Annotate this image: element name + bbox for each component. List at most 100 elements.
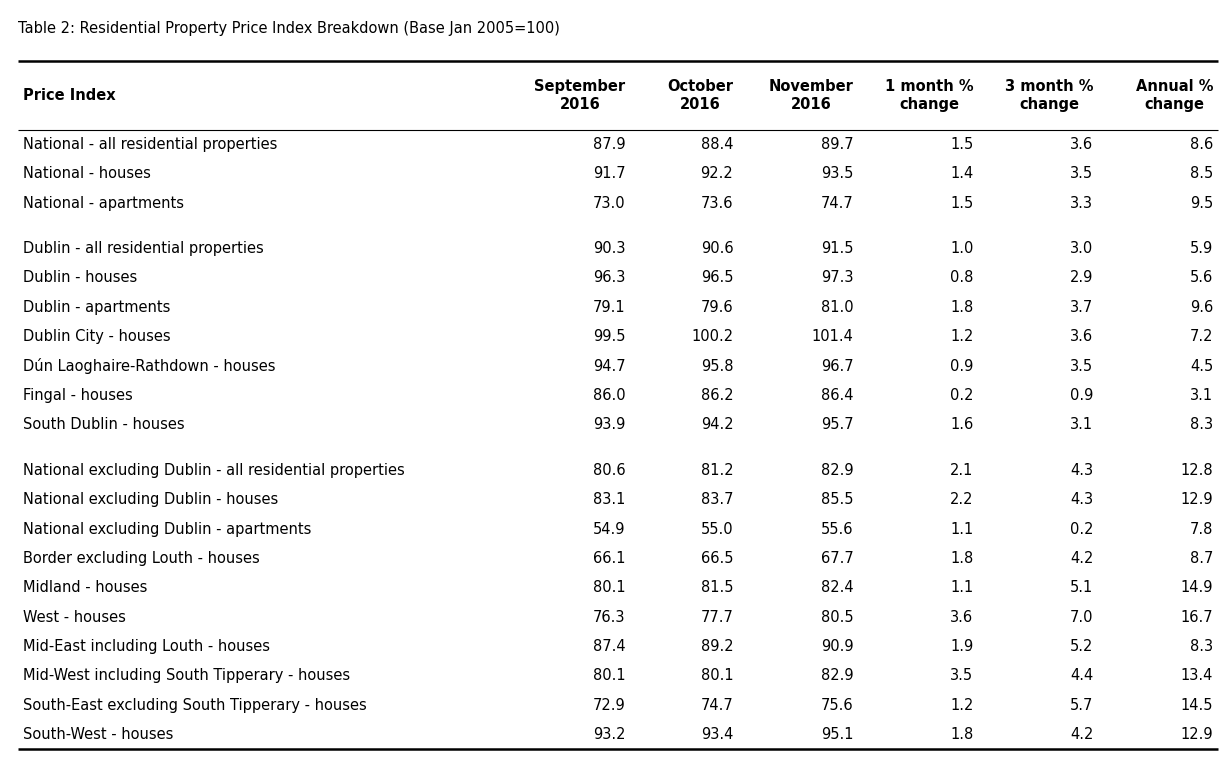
Text: 0.8: 0.8 [950,271,974,285]
Text: 80.5: 80.5 [820,610,853,625]
Text: Dublin City - houses: Dublin City - houses [23,329,171,344]
Text: 89.2: 89.2 [701,639,733,654]
Text: 0.9: 0.9 [1070,388,1093,403]
Text: Border excluding Louth - houses: Border excluding Louth - houses [23,551,260,566]
Text: 101.4: 101.4 [812,329,853,344]
Text: 91.7: 91.7 [593,166,625,182]
Text: 1.0: 1.0 [950,241,974,256]
Text: 79.6: 79.6 [701,300,733,315]
Text: National - houses: National - houses [23,166,151,182]
Text: 2.2: 2.2 [949,492,974,507]
Text: 3.5: 3.5 [1070,359,1093,374]
Text: 96.5: 96.5 [701,271,733,285]
Text: 5.2: 5.2 [1070,639,1093,654]
Text: 1.8: 1.8 [950,551,974,566]
Text: Dublin - houses: Dublin - houses [23,271,138,285]
Text: 86.4: 86.4 [820,388,853,403]
Text: 93.9: 93.9 [593,417,625,433]
Text: National excluding Dublin - all residential properties: National excluding Dublin - all resident… [23,463,405,478]
Text: 3.1: 3.1 [1190,388,1213,403]
Text: 97.3: 97.3 [820,271,853,285]
Text: 7.8: 7.8 [1190,522,1213,536]
Text: 76.3: 76.3 [593,610,625,625]
Text: 90.6: 90.6 [701,241,733,256]
Text: 66.1: 66.1 [593,551,625,566]
Text: Dublin - all residential properties: Dublin - all residential properties [23,241,264,256]
Text: 86.2: 86.2 [701,388,733,403]
Text: 14.5: 14.5 [1181,697,1213,713]
Text: 12.9: 12.9 [1180,492,1213,507]
Text: 5.6: 5.6 [1190,271,1213,285]
Text: 92.2: 92.2 [701,166,733,182]
Text: 81.2: 81.2 [701,463,733,478]
Text: 55.0: 55.0 [701,522,733,536]
Text: 74.7: 74.7 [701,697,733,713]
Text: 12.9: 12.9 [1180,727,1213,742]
Text: 4.2: 4.2 [1070,727,1093,742]
Text: 0.2: 0.2 [1070,522,1093,536]
Text: 8.5: 8.5 [1190,166,1213,182]
Text: 74.7: 74.7 [820,195,853,211]
Text: 82.9: 82.9 [820,668,853,684]
Text: West - houses: West - houses [23,610,126,625]
Text: 95.1: 95.1 [820,727,853,742]
Text: 3.6: 3.6 [1070,137,1093,152]
Text: 8.3: 8.3 [1190,639,1213,654]
Text: 80.1: 80.1 [593,581,625,595]
Text: 1.6: 1.6 [950,417,974,433]
Text: 5.9: 5.9 [1190,241,1213,256]
Text: 96.7: 96.7 [820,359,853,374]
Text: National excluding Dublin - houses: National excluding Dublin - houses [23,492,279,507]
Text: 5.1: 5.1 [1070,581,1093,595]
Text: 8.6: 8.6 [1190,137,1213,152]
Text: 1.2: 1.2 [950,329,974,344]
Text: National - apartments: National - apartments [23,195,184,211]
Text: Annual %
change: Annual % change [1136,79,1213,111]
Text: 3 month %
change: 3 month % change [1005,79,1093,111]
Text: 93.4: 93.4 [701,727,733,742]
Text: 1.2: 1.2 [950,697,974,713]
Text: 87.4: 87.4 [593,639,625,654]
Text: 14.9: 14.9 [1181,581,1213,595]
Text: 55.6: 55.6 [820,522,853,536]
Text: National - all residential properties: National - all residential properties [23,137,278,152]
Text: 1.5: 1.5 [950,195,974,211]
Text: 2.9: 2.9 [1070,271,1093,285]
Text: 12.8: 12.8 [1180,463,1213,478]
Text: 4.2: 4.2 [1070,551,1093,566]
Text: 96.3: 96.3 [593,271,625,285]
Text: 82.4: 82.4 [820,581,853,595]
Text: Mid-East including Louth - houses: Mid-East including Louth - houses [23,639,270,654]
Text: October
2016: October 2016 [667,79,733,111]
Text: 72.9: 72.9 [593,697,625,713]
Text: 5.7: 5.7 [1070,697,1093,713]
Text: 87.9: 87.9 [593,137,625,152]
Text: South Dublin - houses: South Dublin - houses [23,417,185,433]
Text: Mid-West including South Tipperary - houses: Mid-West including South Tipperary - hou… [23,668,350,684]
Text: 81.0: 81.0 [820,300,853,315]
Text: 9.6: 9.6 [1190,300,1213,315]
Text: 8.3: 8.3 [1190,417,1213,433]
Text: 1.4: 1.4 [950,166,974,182]
Text: 88.4: 88.4 [701,137,733,152]
Text: 4.4: 4.4 [1070,668,1093,684]
Text: 67.7: 67.7 [820,551,853,566]
Text: 3.0: 3.0 [1070,241,1093,256]
Text: Fingal - houses: Fingal - houses [23,388,133,403]
Text: 91.5: 91.5 [820,241,853,256]
Text: 1.5: 1.5 [950,137,974,152]
Text: 1.1: 1.1 [950,522,974,536]
Text: 3.5: 3.5 [1070,166,1093,182]
Text: 90.9: 90.9 [820,639,853,654]
Text: 94.7: 94.7 [593,359,625,374]
Text: 1.1: 1.1 [950,581,974,595]
Text: 0.9: 0.9 [950,359,974,374]
Text: 81.5: 81.5 [701,581,733,595]
Text: 1.8: 1.8 [950,727,974,742]
Text: 80.1: 80.1 [701,668,733,684]
Text: 3.6: 3.6 [1070,329,1093,344]
Text: 82.9: 82.9 [820,463,853,478]
Text: Dún Laoghaire-Rathdown - houses: Dún Laoghaire-Rathdown - houses [23,358,276,374]
Text: South-West - houses: South-West - houses [23,727,173,742]
Text: 93.5: 93.5 [822,166,853,182]
